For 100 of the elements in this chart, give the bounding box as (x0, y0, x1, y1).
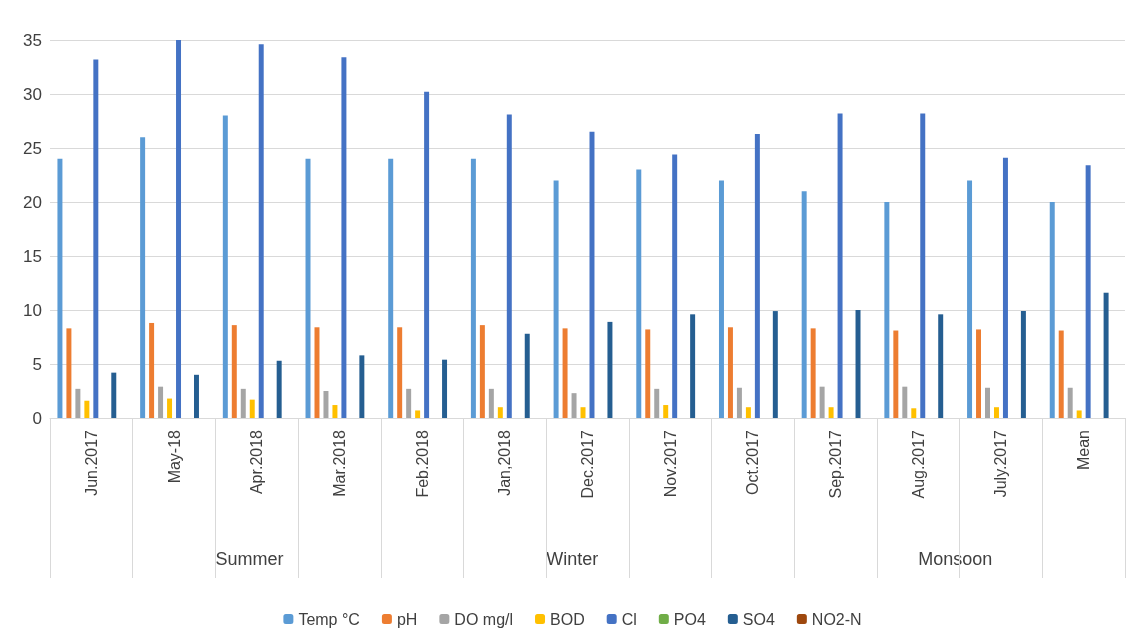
bar (1020, 311, 1026, 418)
bar (772, 311, 778, 418)
legend-label: NO2-N (811, 610, 862, 628)
bar (470, 158, 476, 418)
legend-label: Temp °C (298, 610, 360, 628)
x-tick-label: Dec.2017 (579, 429, 596, 499)
bar (884, 202, 890, 418)
bar (690, 314, 696, 418)
bar (967, 180, 973, 418)
y-tick-label: 35 (23, 30, 42, 50)
bar (1076, 410, 1082, 418)
bar (1002, 157, 1008, 418)
bar (828, 407, 834, 418)
bar (1085, 165, 1091, 418)
bar (479, 325, 485, 418)
bar (93, 59, 99, 418)
bar (645, 329, 651, 418)
x-tick-label: Nov.2017 (661, 429, 679, 498)
y-tick-label: 30 (23, 84, 42, 104)
bar (341, 57, 347, 418)
legend-label: pH (396, 610, 418, 628)
bar (1067, 387, 1073, 418)
bar (75, 388, 81, 418)
bar (406, 388, 412, 418)
bar (249, 399, 255, 418)
bar (837, 113, 843, 418)
bar (672, 154, 678, 418)
x-tick-label: Mean (1075, 430, 1093, 471)
bar (111, 372, 117, 418)
bar (524, 333, 530, 418)
bar (589, 131, 595, 418)
legend-label: SO4 (742, 610, 775, 628)
x-tick-label: Sep.2017 (827, 429, 845, 499)
bar (745, 407, 751, 418)
text: Winter (546, 549, 599, 569)
bar (663, 405, 669, 418)
y-tick-label: 5 (32, 354, 42, 374)
x-tick-label: Mar.2018 (330, 429, 348, 497)
bar (893, 330, 899, 418)
bar (976, 329, 982, 418)
bar (488, 388, 494, 418)
bar (140, 137, 146, 418)
bar (442, 359, 448, 418)
bar (506, 114, 512, 418)
bar (222, 115, 228, 418)
bar (654, 388, 660, 418)
x-tick-label: Jun.2017 (82, 429, 100, 496)
y-tick-label: 0 (32, 408, 42, 428)
bar (359, 355, 365, 418)
bar (911, 408, 917, 418)
bar (388, 158, 394, 418)
bar (938, 314, 944, 418)
text: Summer (215, 549, 284, 569)
text: Monsoon (918, 549, 993, 569)
bar (332, 405, 338, 418)
bar (801, 191, 807, 418)
bar (176, 40, 182, 418)
legend-label: Cl (621, 610, 637, 628)
bar (727, 327, 733, 418)
bar (754, 133, 760, 418)
bar (562, 328, 568, 418)
x-tick-label: July.2017 (992, 429, 1010, 498)
bar (607, 321, 613, 418)
bar (855, 310, 861, 418)
legend-label: DO mg/l (454, 610, 514, 628)
bar (66, 328, 72, 418)
bar (415, 410, 421, 418)
bar (193, 374, 199, 418)
bar (397, 327, 403, 418)
bar (57, 158, 63, 418)
bar (636, 169, 642, 418)
legend-label: BOD (550, 610, 585, 628)
bar (985, 387, 990, 418)
bar (810, 328, 816, 418)
bar (993, 407, 999, 418)
bar (231, 325, 237, 418)
bar (580, 407, 586, 418)
bar (553, 180, 559, 418)
bar (305, 158, 311, 418)
bar (158, 386, 164, 418)
bar (240, 388, 246, 418)
y-tick-label: 25 (23, 138, 42, 158)
bar (424, 91, 430, 418)
x-tick-label: Feb.2018 (413, 429, 431, 498)
bar (819, 386, 825, 418)
y-tick-label: 15 (23, 246, 42, 266)
bar (736, 387, 742, 418)
bar (718, 180, 724, 418)
bar (84, 400, 90, 418)
bar (167, 398, 173, 418)
x-tick-label: Jan,2018 (496, 429, 514, 496)
bar (323, 391, 329, 418)
legend-label: PO4 (673, 610, 706, 628)
x-tick-label: Aug.2017 (909, 429, 927, 499)
bar (276, 360, 282, 418)
bar (258, 44, 264, 418)
x-tick-label: Apr.2018 (248, 429, 266, 495)
y-tick-label: 10 (23, 300, 42, 320)
bar (902, 386, 908, 418)
bar (920, 113, 926, 418)
